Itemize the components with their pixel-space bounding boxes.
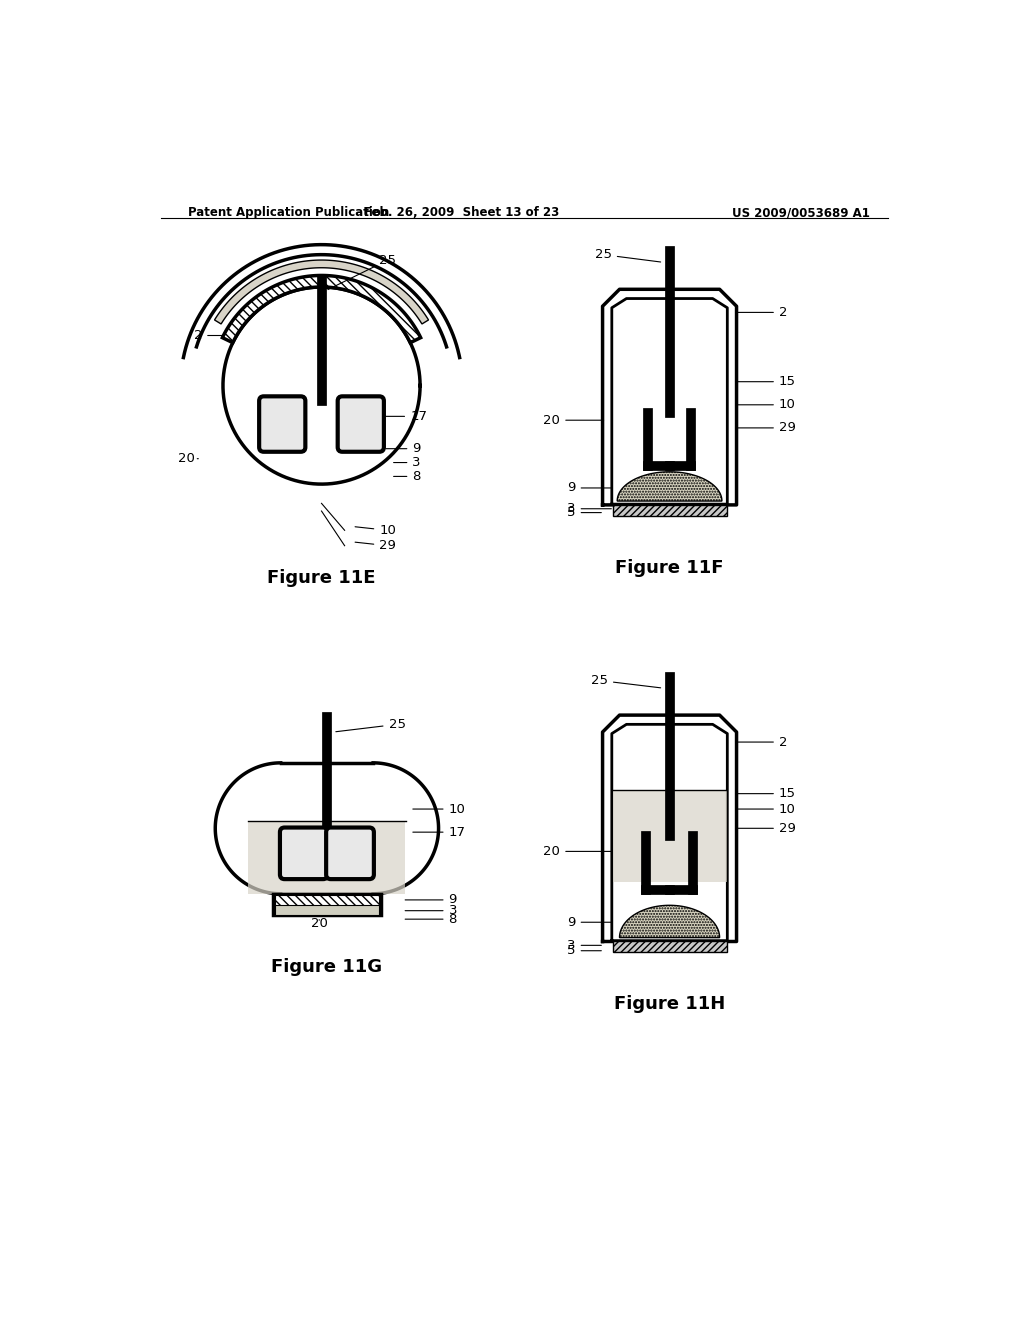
Text: 20: 20 xyxy=(544,413,603,426)
Bar xyxy=(613,789,727,882)
Polygon shape xyxy=(373,763,438,894)
Polygon shape xyxy=(215,763,281,894)
Text: Patent Application Publication: Patent Application Publication xyxy=(188,206,389,219)
FancyBboxPatch shape xyxy=(326,828,374,879)
Text: 2: 2 xyxy=(194,329,224,342)
Text: 29: 29 xyxy=(735,822,796,834)
Text: Figure 11H: Figure 11H xyxy=(614,995,725,1014)
Polygon shape xyxy=(281,763,373,894)
Text: 8: 8 xyxy=(406,912,457,925)
FancyBboxPatch shape xyxy=(338,396,384,451)
Text: 25: 25 xyxy=(591,675,660,688)
Text: 15: 15 xyxy=(735,787,796,800)
Text: 9: 9 xyxy=(567,916,611,929)
Text: Figure 11F: Figure 11F xyxy=(615,558,724,577)
Text: 3: 3 xyxy=(393,455,421,469)
Text: 2: 2 xyxy=(735,735,787,748)
Text: 3: 3 xyxy=(406,904,457,917)
Text: 2: 2 xyxy=(735,306,787,319)
Polygon shape xyxy=(602,289,736,506)
Text: 20: 20 xyxy=(544,845,611,858)
Text: 10: 10 xyxy=(735,399,796,412)
Text: 17: 17 xyxy=(413,825,466,838)
FancyBboxPatch shape xyxy=(280,828,328,879)
Text: 5: 5 xyxy=(567,506,601,519)
Text: 10: 10 xyxy=(355,524,396,537)
FancyBboxPatch shape xyxy=(259,396,305,451)
Text: Figure 11G: Figure 11G xyxy=(271,958,383,975)
Text: 29: 29 xyxy=(355,539,396,552)
Text: 20: 20 xyxy=(177,453,199,465)
Polygon shape xyxy=(223,286,420,484)
Text: 9: 9 xyxy=(567,482,611,495)
Polygon shape xyxy=(620,906,720,937)
Bar xyxy=(612,506,727,516)
Text: 29: 29 xyxy=(735,421,796,434)
Bar xyxy=(273,894,381,915)
Text: 8: 8 xyxy=(393,470,421,483)
Bar xyxy=(248,821,406,894)
Text: 25: 25 xyxy=(595,248,660,261)
Polygon shape xyxy=(222,276,421,343)
Text: Figure 11E: Figure 11E xyxy=(267,569,376,587)
Text: 3: 3 xyxy=(567,502,611,515)
Text: US 2009/0053689 A1: US 2009/0053689 A1 xyxy=(732,206,869,219)
Text: Feb. 26, 2009  Sheet 13 of 23: Feb. 26, 2009 Sheet 13 of 23 xyxy=(365,206,559,219)
Bar xyxy=(274,895,379,906)
Text: 5: 5 xyxy=(567,944,601,957)
Bar xyxy=(274,904,379,915)
Text: 9: 9 xyxy=(406,894,457,907)
Polygon shape xyxy=(214,260,428,323)
Text: 25: 25 xyxy=(336,718,406,731)
Text: 25: 25 xyxy=(328,253,396,289)
Bar xyxy=(612,941,727,952)
Text: 15: 15 xyxy=(735,375,796,388)
Text: 9: 9 xyxy=(386,442,421,455)
Text: 20: 20 xyxy=(310,916,328,929)
Text: 3: 3 xyxy=(567,939,601,952)
Text: 10: 10 xyxy=(413,803,466,816)
Polygon shape xyxy=(602,715,736,941)
Text: 17: 17 xyxy=(384,409,427,422)
Text: 10: 10 xyxy=(735,803,796,816)
Polygon shape xyxy=(617,471,722,502)
